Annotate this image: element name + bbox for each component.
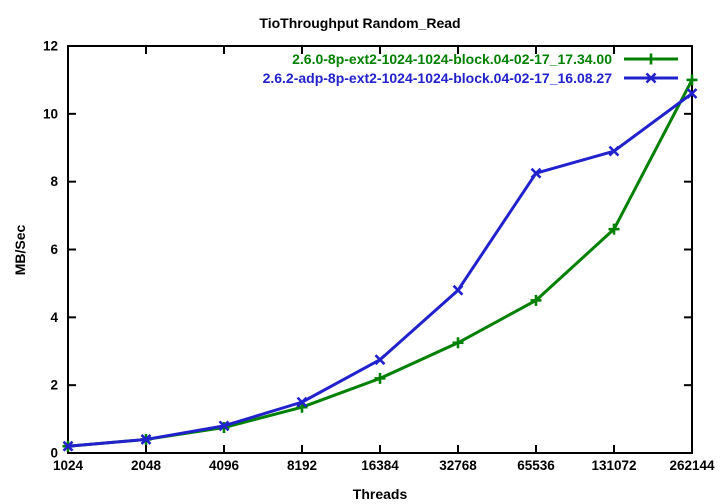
x-tick-label: 1024 — [53, 458, 84, 473]
point-marker-cross — [608, 145, 620, 157]
legend: 2.6.0-8p-ext2-1024-1024-block.04-02-17_1… — [263, 49, 680, 87]
y-tick-label: 0 — [50, 446, 58, 461]
x-tick-label: 16384 — [361, 458, 399, 473]
legend-line-sample-plus-icon — [624, 53, 678, 64]
legend-label-series-1: 2.6.2-adp-8p-ext2-1024-1024-block.04-02-… — [262, 69, 612, 86]
x-tick-label: 32768 — [439, 458, 477, 473]
point-marker-cross — [374, 354, 386, 366]
y-tick-label: 4 — [50, 310, 58, 325]
y-tick-label: 10 — [43, 106, 58, 121]
point-marker-cross — [645, 72, 657, 83]
x-tick-label: 131072 — [591, 458, 636, 473]
point-marker-cross — [296, 396, 308, 408]
point-marker-cross — [686, 88, 698, 99]
series-line-1 — [67, 92, 693, 448]
x-tick-label: 2048 — [131, 458, 162, 473]
x-tick-labels: 1024 2048 4096 8192 16384 32768 65536 131072 262… — [53, 458, 715, 473]
x-tick-label: 262144 — [669, 458, 715, 473]
point-marker-cross — [140, 434, 152, 445]
y-tick-label: 12 — [43, 39, 58, 54]
legend-label-series-0: 2.6.0-8p-ext2-1024-1024-block.04-02-17_1… — [292, 50, 612, 67]
legend-item: 2.6.0-8p-ext2-1024-1024-block.04-02-17_1… — [292, 49, 680, 68]
x-axis-title: Threads — [352, 486, 408, 502]
point-marker-cross — [218, 420, 230, 432]
y-axis-title: MB/Sec — [12, 224, 28, 276]
axis-ticks — [67, 45, 693, 454]
legend-item: 2.6.2-adp-8p-ext2-1024-1024-block.04-02-… — [263, 68, 680, 87]
series-points-1 — [62, 88, 698, 452]
point-marker-cross — [452, 284, 464, 296]
series-points-0 — [62, 74, 698, 452]
legend-line-sample-cross-icon — [624, 72, 678, 83]
chart-title: TioThroughput Random_Read — [259, 15, 461, 31]
x-tick-label: 65536 — [517, 458, 555, 473]
y-tick-label: 2 — [50, 378, 58, 393]
x-tick-label: 8192 — [287, 458, 317, 473]
point-marker-cross — [530, 167, 542, 179]
point-marker-cross — [62, 440, 74, 452]
x-tick-label: 4096 — [209, 458, 240, 473]
y-tick-label: 6 — [50, 242, 58, 257]
y-tick-labels: 0 2 4 6 8 10 12 — [43, 39, 59, 461]
y-tick-label: 8 — [50, 174, 58, 189]
series-line-0 — [67, 79, 694, 448]
plot-border — [67, 45, 693, 454]
